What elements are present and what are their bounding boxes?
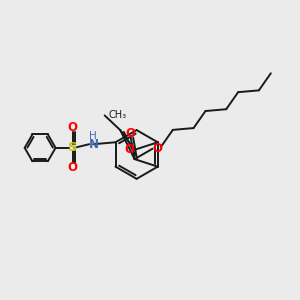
Text: S: S [68,141,77,154]
Text: O: O [152,142,162,154]
Text: O: O [124,143,134,157]
Text: H: H [89,131,97,141]
Text: O: O [68,122,78,134]
Text: CH₃: CH₃ [108,110,126,120]
Text: O: O [68,161,78,174]
Text: N: N [88,138,99,151]
Text: O: O [126,127,136,140]
